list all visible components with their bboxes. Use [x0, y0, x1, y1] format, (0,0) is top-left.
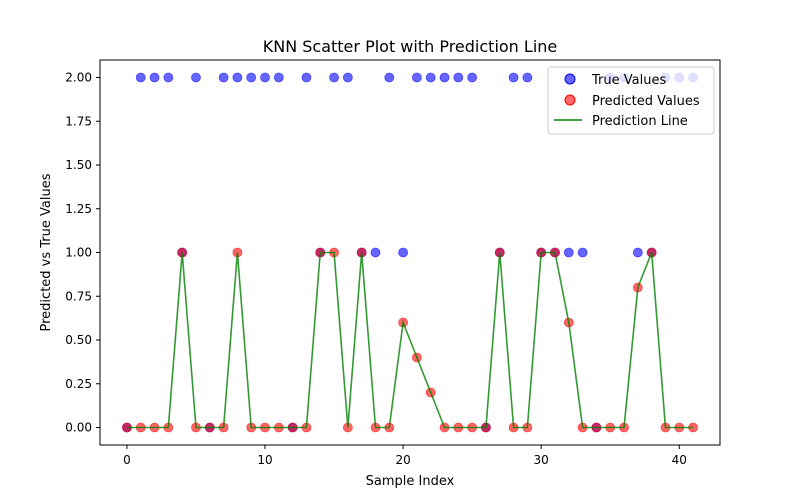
prediction-line — [126, 251, 694, 429]
x-tick-label: 10 — [257, 453, 272, 467]
legend-predicted-label: Predicted Values — [592, 94, 700, 109]
true-value-point — [342, 72, 353, 83]
x-tick-label: 30 — [534, 453, 549, 467]
true-value-point — [232, 72, 243, 83]
true-value-point — [577, 247, 588, 258]
true-value-point — [191, 72, 201, 83]
x-tick-label: 20 — [395, 453, 410, 467]
true-value-point — [467, 72, 478, 83]
x-tick-label: 40 — [672, 453, 687, 467]
true-value-point — [453, 72, 464, 83]
y-tick-label: 1.75 — [65, 114, 92, 128]
true-value-point — [218, 72, 229, 83]
legend-box — [547, 66, 715, 135]
y-tick-label: 0.75 — [65, 289, 92, 303]
legend-true-label: True Values — [591, 73, 666, 88]
y-tick-label: 1.00 — [65, 246, 92, 260]
true-value-point — [260, 72, 270, 83]
true-value-point — [439, 72, 450, 83]
true-value-point — [412, 72, 422, 83]
true-value-point — [425, 72, 436, 83]
y-tick-label: 1.25 — [65, 202, 92, 216]
true-value-point — [246, 72, 257, 83]
y-tick-label: 1.50 — [65, 158, 92, 172]
legend-line-label: Prediction Line — [592, 114, 688, 129]
x-tick-label: 0 — [123, 453, 131, 467]
chart-title: KNN Scatter Plot with Prediction Line — [263, 37, 558, 56]
true-value-point — [370, 247, 381, 258]
true-value-point — [149, 72, 160, 83]
x-axis-label: Sample Index — [366, 474, 455, 489]
true-value-point — [563, 247, 574, 258]
true-value-point — [522, 72, 533, 83]
y-tick-label: 0.50 — [65, 333, 92, 347]
true-value-point — [301, 72, 312, 83]
legend-true-marker — [564, 73, 576, 85]
true-value-point — [273, 72, 284, 83]
true-value-point — [329, 72, 339, 83]
true-value-point — [508, 72, 519, 83]
true-value-point — [384, 72, 395, 83]
true-value-point — [163, 72, 174, 83]
axis-ticks: 0 10 20 30 40 0.00 0.25 0.50 0.75 1.00 1.25 1.50 1.7… — [65, 71, 687, 468]
true-value-point — [398, 247, 408, 258]
legend-predicted-marker — [564, 94, 576, 106]
y-axis-label: Predicted vs True Values — [39, 173, 54, 331]
true-value-point — [135, 72, 146, 83]
y-tick-label: 0.25 — [65, 377, 92, 391]
y-tick-label: 0.00 — [65, 421, 92, 435]
legend: True Values Predicted Values Prediction … — [547, 66, 715, 135]
y-tick-label: 2.00 — [65, 71, 92, 85]
true-value-point — [632, 247, 643, 258]
